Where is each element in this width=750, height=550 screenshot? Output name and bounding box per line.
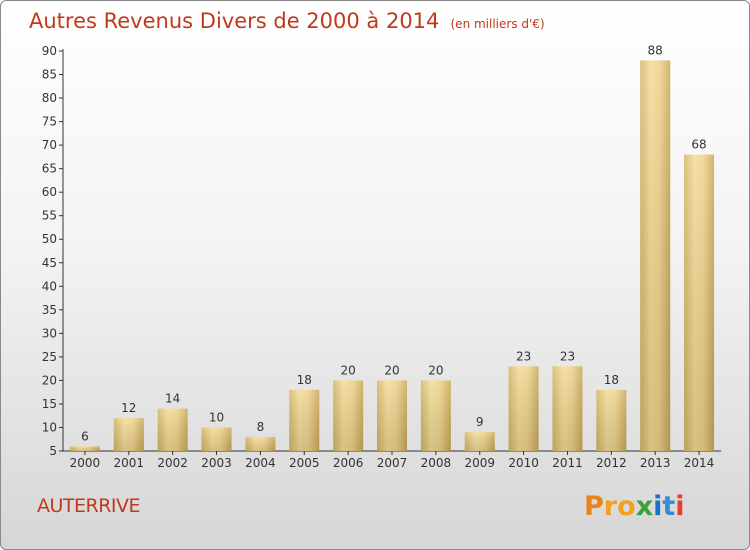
bar-shade — [245, 436, 276, 451]
bar-shade — [69, 446, 100, 451]
y-tick-label: 35 — [42, 303, 57, 317]
bar-shade — [201, 427, 232, 451]
x-tick-label: 2006 — [333, 456, 364, 470]
bar-shade — [464, 432, 495, 451]
value-labels: 6 12 14 10 8 18 20 20 20 9 23 23 18 88 68 — [81, 43, 707, 443]
bar-shade — [113, 418, 144, 451]
value-label: 20 — [384, 363, 399, 377]
bar-shade — [289, 389, 320, 451]
bar-shade — [684, 154, 715, 451]
value-label: 20 — [340, 363, 355, 377]
x-tick-label: 2001 — [114, 456, 145, 470]
logo-letter: i — [675, 491, 685, 522]
x-tick-label: 2003 — [201, 456, 232, 470]
x-tick-label: 2009 — [464, 456, 495, 470]
chart-title: Autres Revenus Divers de 2000 à 2014 (en… — [29, 9, 545, 33]
bar-shade — [596, 389, 627, 451]
x-tick-label: 2014 — [684, 456, 715, 470]
chart-title-unit: (en milliers d'€) — [450, 17, 545, 31]
value-label: 18 — [297, 373, 312, 387]
value-label: 88 — [648, 43, 663, 57]
bar-shade — [640, 60, 671, 451]
value-label: 10 — [209, 410, 224, 424]
x-tick-label: 2012 — [596, 456, 627, 470]
logo-letter: x — [635, 491, 654, 522]
y-tick-label: 90 — [42, 44, 57, 58]
bars — [69, 60, 715, 451]
value-label: 9 — [476, 415, 484, 429]
logo-letter: i — [653, 491, 663, 522]
commune-name: AUTERRIVE — [37, 495, 141, 517]
x-tick-label: 2010 — [508, 456, 539, 470]
value-label: 18 — [604, 373, 619, 387]
x-tick-label: 2000 — [70, 456, 101, 470]
x-tick-label: 2004 — [245, 456, 276, 470]
x-tick-label: 2011 — [552, 456, 583, 470]
value-label: 12 — [121, 401, 136, 415]
x-tick-label: 2005 — [289, 456, 320, 470]
y-tick-label: 55 — [42, 209, 57, 223]
bar-shade — [552, 366, 583, 451]
y-tick-label: 15 — [42, 397, 57, 411]
bar-shade — [377, 380, 407, 451]
y-tick-label: 45 — [42, 256, 57, 270]
logo-letter: t — [662, 491, 676, 522]
logo-letter: r — [603, 491, 618, 522]
logo-letter: o — [617, 491, 636, 522]
bar-shade — [508, 366, 539, 451]
value-label: 8 — [257, 420, 265, 434]
x-tick-label: 2008 — [421, 456, 452, 470]
y-tick-label: 80 — [42, 91, 57, 105]
y-tick-label: 5 — [49, 444, 57, 458]
y-tick-label: 60 — [42, 185, 57, 199]
proxiti-logo: Proxiti — [584, 491, 685, 522]
y-tick-label: 70 — [42, 138, 57, 152]
bar-shade — [157, 408, 188, 451]
y-tick-label: 85 — [42, 68, 57, 82]
value-label: 6 — [81, 429, 89, 443]
y-tick-label: 20 — [42, 373, 57, 387]
x-tick-label: 2013 — [640, 456, 671, 470]
bar-shade — [420, 380, 451, 451]
y-tick-label: 65 — [42, 162, 57, 176]
value-label: 14 — [165, 392, 180, 406]
x-tick-label: 2007 — [377, 456, 408, 470]
value-label: 23 — [516, 349, 531, 363]
y-tick-label: 25 — [42, 350, 57, 364]
y-tick-label: 10 — [42, 420, 57, 434]
bar-shade — [333, 380, 364, 451]
value-label: 68 — [691, 138, 706, 152]
value-label: 23 — [560, 349, 575, 363]
chart-title-main: Autres Revenus Divers de 2000 à 2014 — [29, 9, 440, 33]
axes: 5 10 15 20 25 30 35 40 45 50 55 60 65 70 75 80 85 90 2000 2… — [42, 44, 721, 470]
y-tick-label: 30 — [42, 326, 57, 340]
y-tick-label: 40 — [42, 279, 57, 293]
y-tick-label: 75 — [42, 115, 57, 129]
x-tick-label: 2002 — [157, 456, 188, 470]
logo-letter: P — [584, 491, 604, 522]
value-label: 20 — [428, 363, 443, 377]
y-tick-label: 50 — [42, 232, 57, 246]
